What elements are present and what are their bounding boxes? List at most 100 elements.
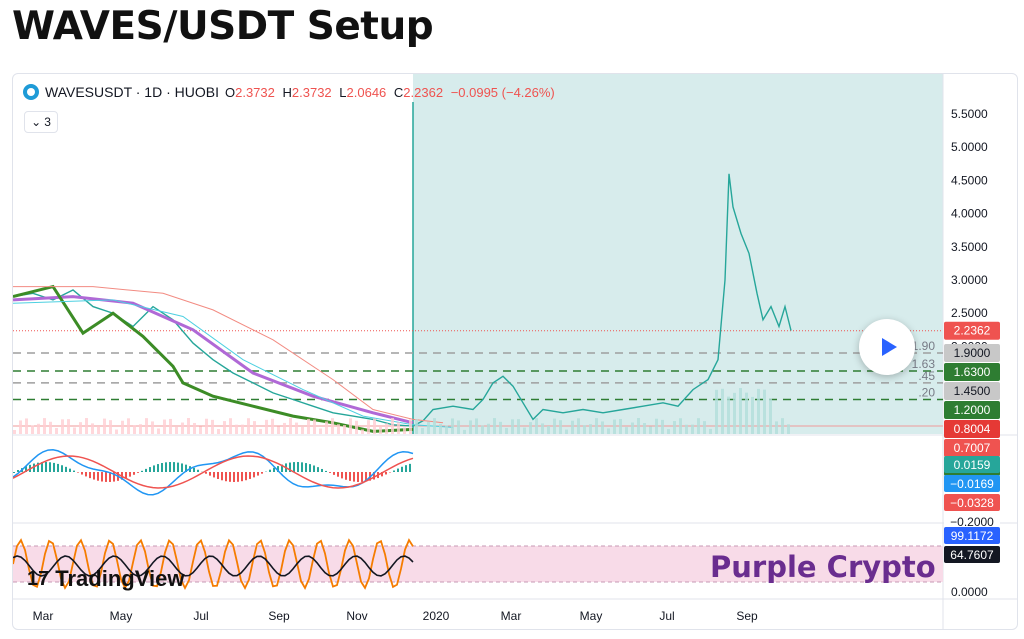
volume-bar (535, 418, 538, 434)
macd-histogram-bar (153, 465, 155, 472)
volume-bar (67, 419, 70, 434)
tradingview-logo: 17 TradingView (27, 566, 184, 592)
macd-histogram-bar (237, 472, 239, 482)
volume-bar (499, 421, 502, 434)
macd-histogram-bar (385, 472, 387, 475)
volume-bar (523, 427, 526, 434)
price-badge-text: 2.2362 (954, 324, 991, 338)
volume-bar (163, 419, 166, 434)
macd-histogram-bar (309, 464, 311, 472)
volume-bar (145, 418, 148, 434)
volume-bar (193, 422, 196, 434)
time-axis-label: Jul (193, 609, 208, 623)
play-button[interactable] (859, 319, 915, 375)
macd-histogram-bar (313, 465, 315, 472)
price-badge-bg (944, 321, 1000, 340)
volume-bar (277, 426, 280, 434)
chart-widget[interactable]: ST4 - 1.901.63.45.205.50005.00004.50004.… (12, 73, 1018, 630)
macd-histogram-bar (25, 466, 27, 472)
volume-bar (43, 418, 46, 434)
macd-histogram-bar (13, 472, 15, 473)
volume-bar (775, 421, 778, 434)
macd-histogram-bar (137, 472, 139, 473)
volume-bar (223, 421, 226, 434)
envelope-upper (13, 286, 444, 424)
volume-bar (217, 429, 220, 434)
macd-histogram-bar (349, 472, 351, 481)
macd-histogram-bar (141, 470, 143, 472)
macd-histogram-bar (405, 465, 407, 472)
price-badge: 0.8004 (944, 420, 1000, 439)
volume-bar (631, 422, 634, 434)
volume-bar (451, 418, 454, 434)
volume-bar (331, 418, 334, 434)
low-label: L (339, 84, 347, 100)
macd-histogram-bar (397, 468, 399, 472)
price-badge-bg (944, 344, 1000, 363)
price-badge-bg (944, 420, 1000, 439)
volume-bar (445, 425, 448, 434)
volume-bar (457, 420, 460, 434)
macd-histogram-bar (229, 472, 231, 482)
volume-bar (661, 419, 664, 434)
envelope-lower (13, 299, 454, 428)
volume-bar (577, 418, 580, 434)
watermark-text: Purple Crypto (710, 550, 936, 584)
volume-bar (757, 388, 760, 434)
macd-histogram-bar (77, 472, 79, 473)
volume-bar (391, 418, 394, 434)
volume-bar (31, 425, 34, 434)
volume-bar (337, 424, 340, 434)
volume-bar (139, 424, 142, 434)
price-badge: 1.4500 (944, 382, 1000, 401)
macd-histogram-bar (177, 462, 179, 472)
volume-bar (79, 422, 82, 434)
macd-histogram-bar (57, 463, 59, 472)
macd-histogram-bar (113, 472, 115, 482)
chevron-down-icon: ⌄ (31, 115, 42, 129)
tradingview-mark-icon: 17 (27, 567, 50, 590)
volume-bar (481, 425, 484, 434)
price-badge-text: 1.2000 (954, 403, 991, 417)
macd-histogram-bar (393, 470, 395, 472)
chart-legend: WAVESUSDT · 1D · HUOBI O2.3732 H2.3732 L… (23, 84, 559, 100)
page-title: WAVES/USDT Setup (12, 4, 434, 49)
level-label: .20 (918, 386, 935, 400)
volume-bar (289, 418, 292, 434)
chart-canvas[interactable]: ST4 - 1.901.63.45.205.50005.00004.50004.… (13, 74, 1017, 629)
volume-bar (181, 422, 184, 434)
macd-histogram-bar (345, 472, 347, 480)
volume-bar (187, 418, 190, 434)
volume-bar (439, 423, 442, 434)
macd-histogram-bar (41, 462, 43, 472)
macd-histogram-bar (181, 463, 183, 472)
macd-histogram-bar (301, 462, 303, 472)
macd-histogram-bar (217, 472, 219, 479)
indicators-collapse-button[interactable]: ⌄ 3 (24, 111, 58, 133)
time-axis-label: Mar (33, 609, 54, 623)
volume-bar (463, 429, 466, 434)
macd-histogram-bar (333, 472, 335, 475)
symbol-name[interactable]: WAVESUSDT · 1D · HUOBI (45, 84, 219, 100)
volume-bar (37, 423, 40, 434)
volume-bar (103, 418, 106, 434)
volume-bar (55, 427, 58, 434)
macd-histogram-bar (225, 472, 227, 482)
macd-histogram-bar (205, 472, 207, 474)
stoch-badge-text: 99.1172 (951, 529, 994, 543)
macd-badge-bg (944, 513, 1000, 530)
macd-histogram-bar (45, 462, 47, 472)
macd-badge-text: −0.0328 (950, 496, 994, 510)
volume-bar (667, 429, 670, 434)
macd-badge-bg (944, 475, 1000, 492)
stoch-badge-text: 64.7607 (950, 548, 994, 562)
macd-badge-text: 0.0159 (954, 458, 991, 472)
volume-bar (97, 426, 100, 434)
macd-histogram-bar (293, 462, 295, 472)
volume-bar (643, 423, 646, 434)
macd-histogram-bar (61, 465, 63, 472)
volume-bar (739, 388, 742, 434)
macd-histogram-bar (365, 472, 367, 482)
level-label: 1.63 (912, 357, 936, 371)
volume-bar (415, 419, 418, 434)
